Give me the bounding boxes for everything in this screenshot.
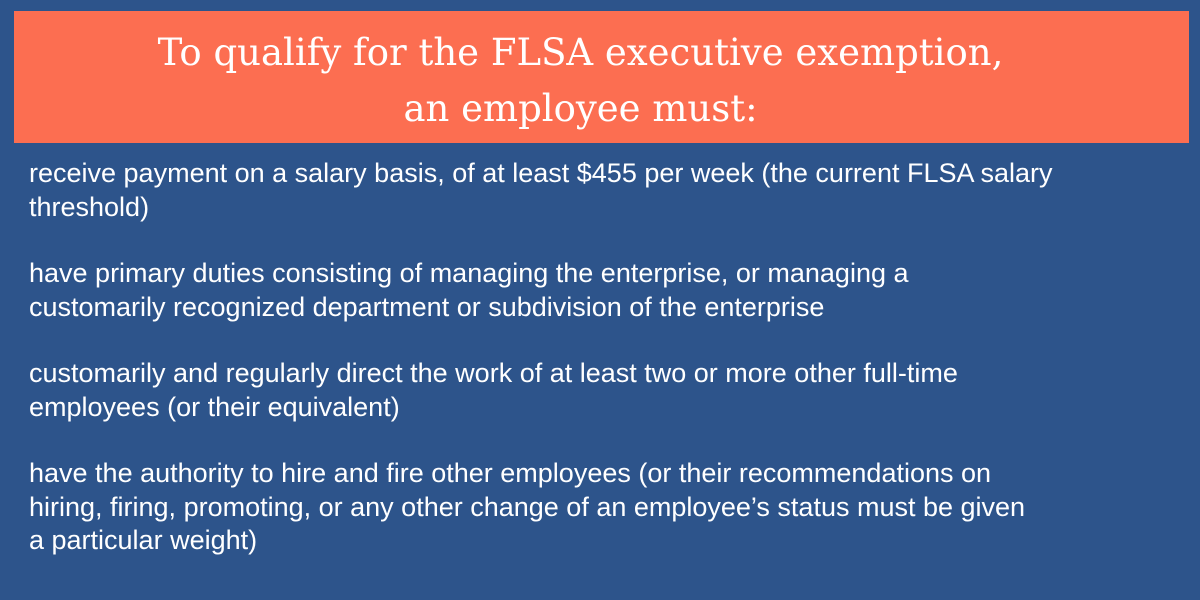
requirement-line: receive payment on a salary basis, of at… [29,158,1053,188]
requirement-item: have the authority to hire and fire othe… [29,457,1189,558]
requirement-line: threshold) [29,191,150,222]
requirement-line: employees (or their equivalent) [29,391,400,422]
title-line: To qualify for the FLSA executive exempt… [157,31,1004,74]
requirement-line: customarily recognized department or sub… [29,291,825,322]
title-line: an employee must: [403,87,758,130]
requirements-list: receive payment on a salary basis, of at… [29,157,1189,591]
requirement-line: a particular weight) [29,525,258,555]
requirement-item: customarily and regularly direct the wor… [29,357,1189,424]
requirement-line: have the authority to hire and fire othe… [29,458,992,488]
requirement-line: hiring, firing, promoting, or any other … [29,491,1026,522]
requirement-item: receive payment on a salary basis, of at… [29,157,1189,224]
title-banner: To qualify for the FLSA executive exempt… [14,11,1189,143]
requirement-line: have primary duties consisting of managi… [29,258,909,288]
requirement-item: have primary duties consisting of managi… [29,257,1189,324]
requirement-line: customarily and regularly direct the wor… [29,358,958,388]
